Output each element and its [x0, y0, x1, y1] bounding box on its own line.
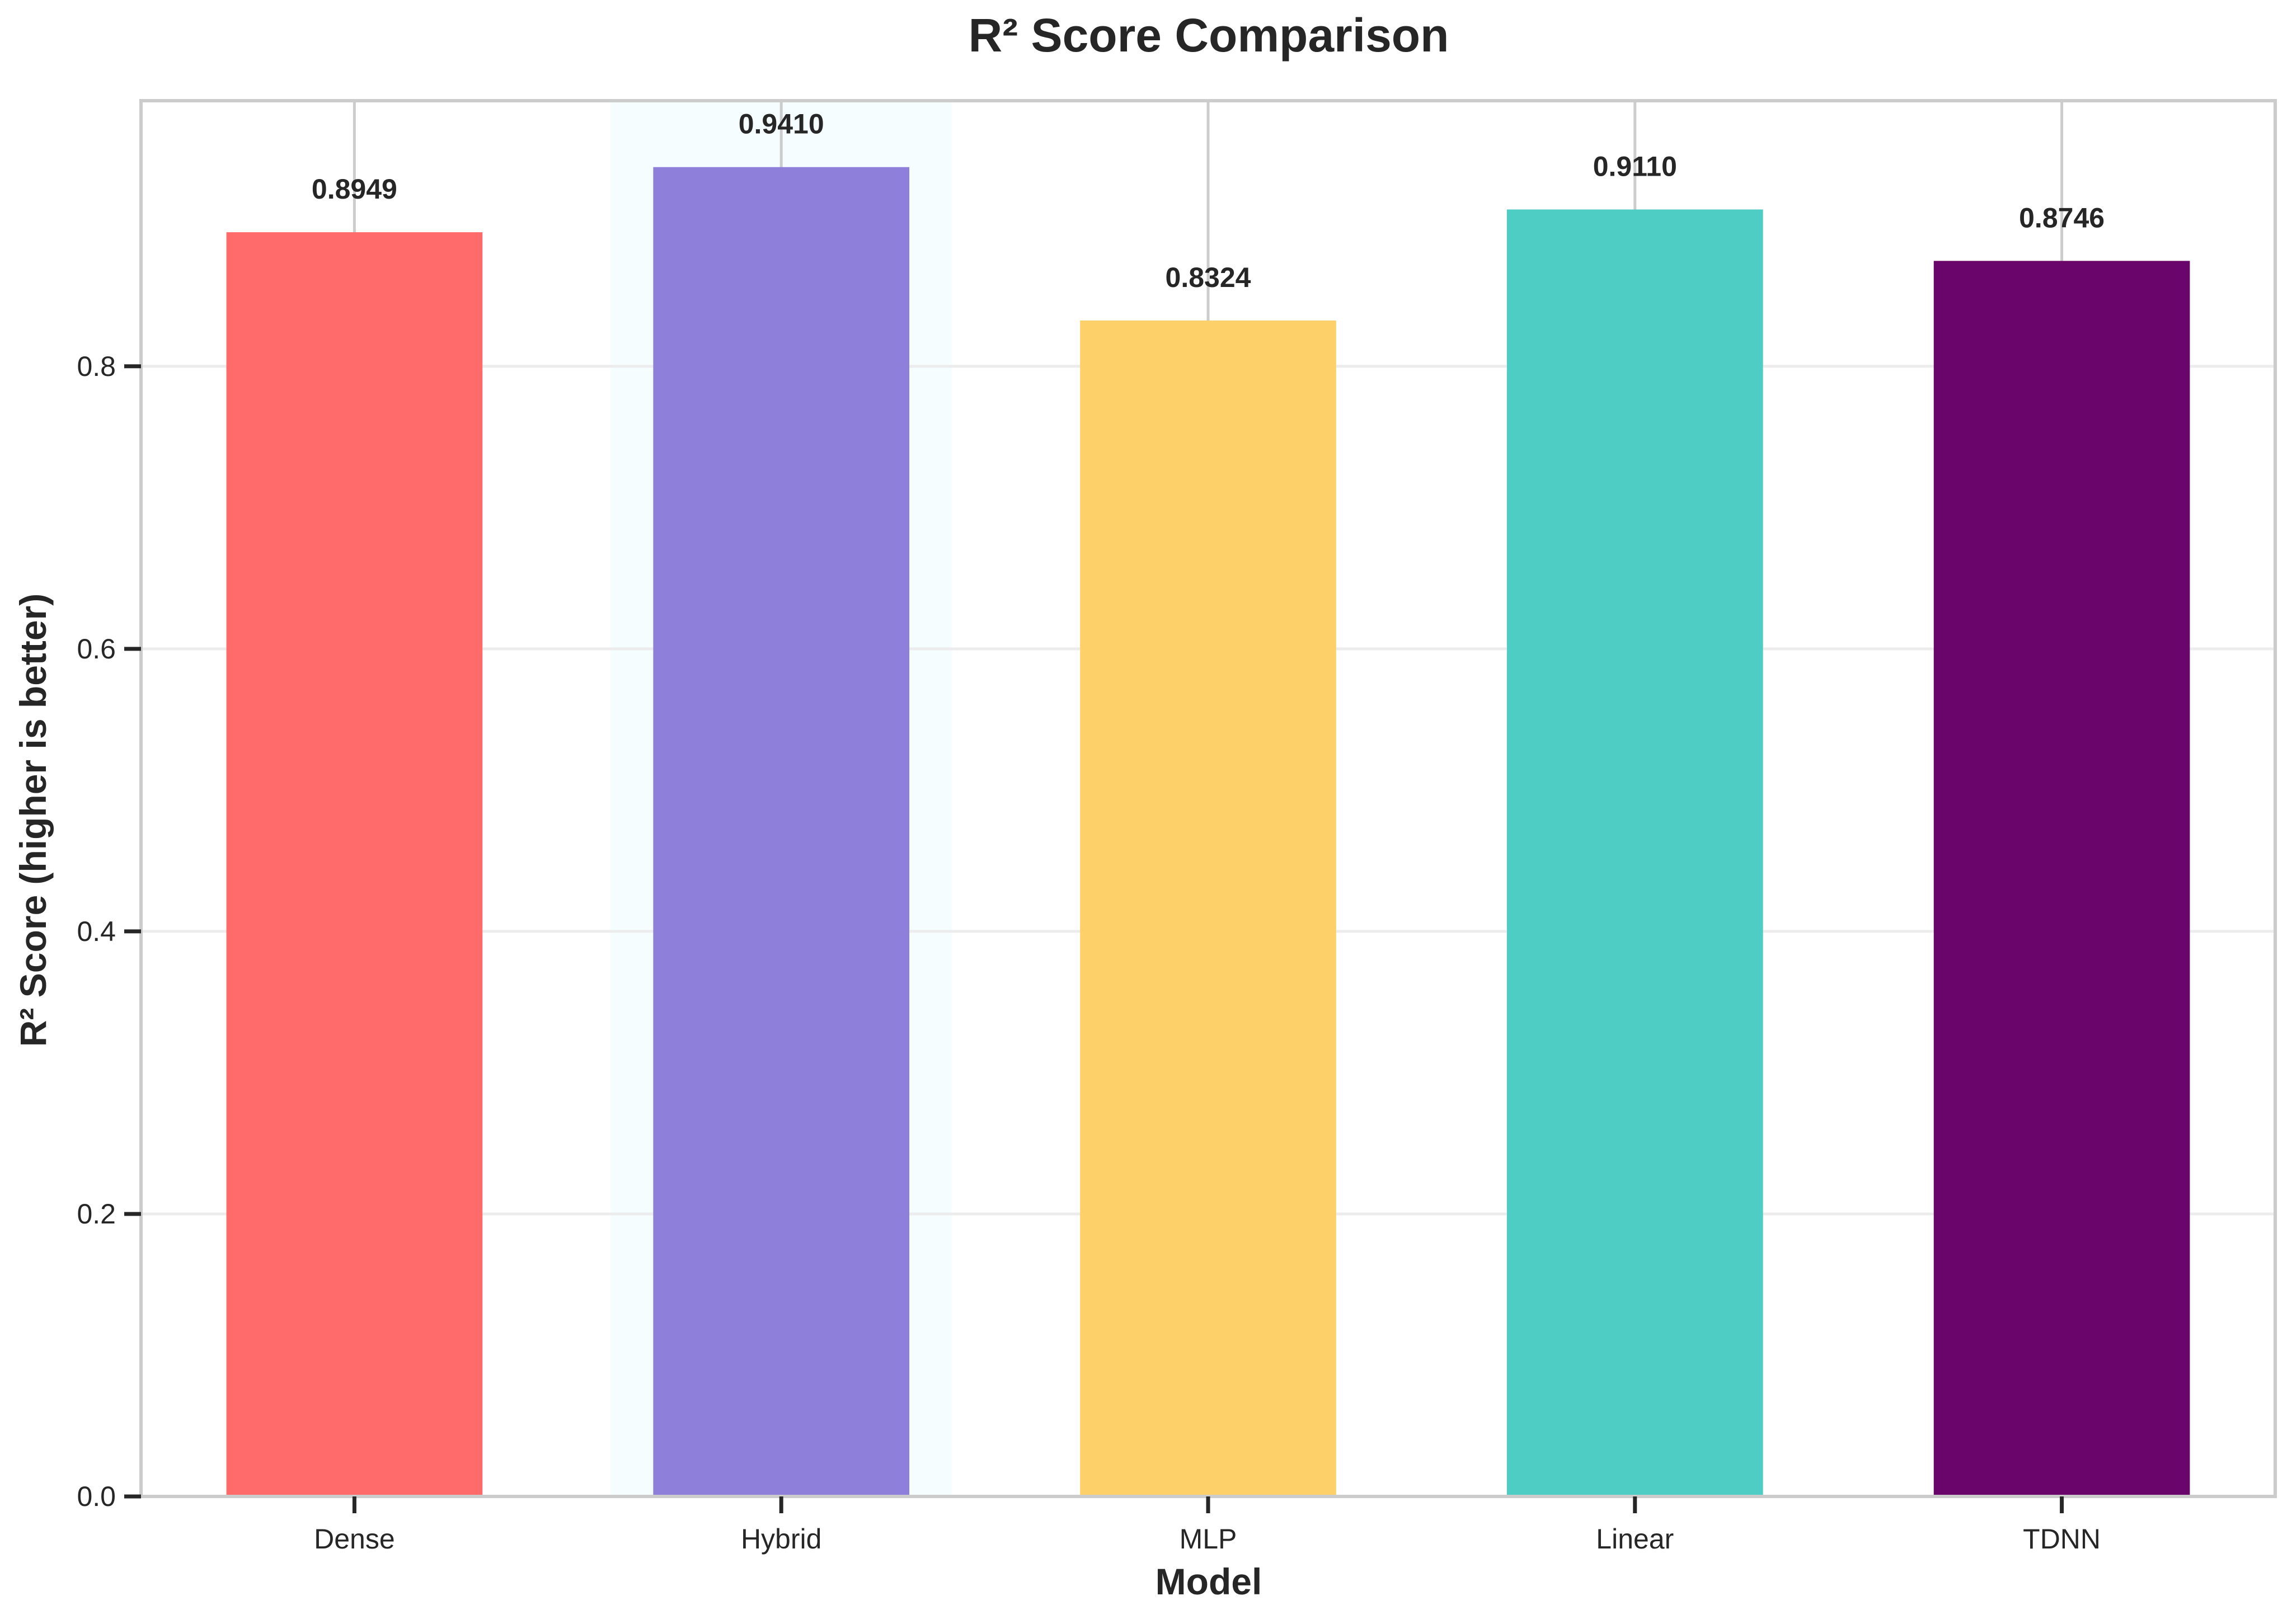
data-label: 0.8949 — [312, 173, 397, 205]
x-tick-label: Dense — [314, 1523, 395, 1555]
data-label: 0.8746 — [2019, 202, 2105, 233]
bar-mlp — [1080, 320, 1336, 1496]
y-tick-label: 0.8 — [77, 351, 116, 382]
data-label: 0.8324 — [1166, 262, 1251, 293]
x-tick-label: Linear — [1596, 1523, 1674, 1555]
x-tick-label: MLP — [1180, 1523, 1237, 1555]
chart-title: R² Score Comparison — [969, 9, 1449, 62]
y-tick-label: 0.0 — [77, 1481, 116, 1512]
bar-linear — [1506, 209, 1763, 1496]
x-tick-label: TDNN — [2023, 1523, 2101, 1555]
y-tick-label: 0.2 — [77, 1198, 116, 1230]
bar-dense — [226, 232, 483, 1497]
y-tick-label: 0.6 — [77, 633, 116, 665]
y-axis-label: R² Score (higher is better) — [12, 594, 54, 1047]
x-axis-label: Model — [1156, 1561, 1262, 1602]
data-label: 0.9410 — [739, 109, 824, 140]
bar-tdnn — [1933, 261, 2190, 1497]
data-label: 0.9110 — [1593, 150, 1677, 182]
y-tick-label: 0.4 — [77, 916, 116, 947]
x-tick-label: Hybrid — [741, 1523, 821, 1555]
bar-hybrid — [653, 167, 910, 1497]
